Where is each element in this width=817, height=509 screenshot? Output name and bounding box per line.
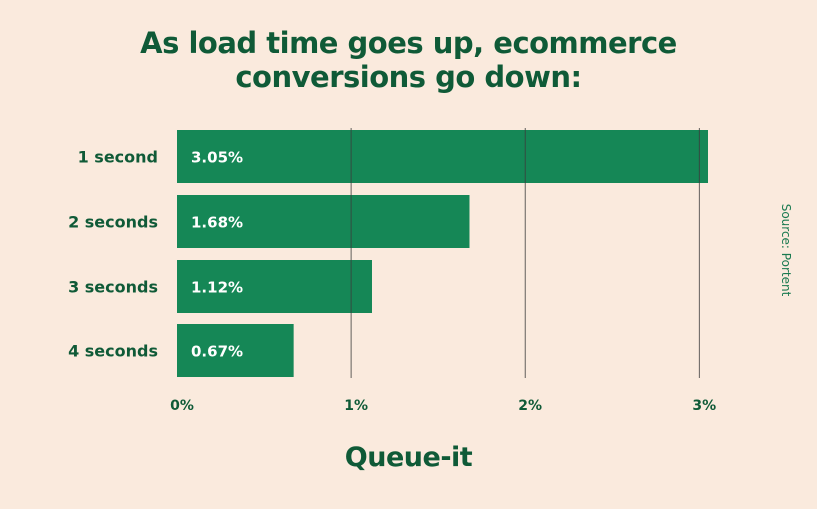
- category-label: 1 second: [78, 148, 158, 167]
- bar-value-label: 1.68%: [191, 214, 243, 232]
- bar-value-label: 0.67%: [191, 343, 243, 361]
- category-label: 4 seconds: [68, 342, 158, 361]
- bar-value-label: 3.05%: [191, 149, 243, 167]
- chart-title-line-1: As load time goes up, ecommerce: [140, 26, 677, 60]
- chart-title-line-2: conversions go down:: [235, 60, 582, 94]
- bar-value-label: 1.12%: [191, 279, 243, 297]
- queue-it-logo: Queue-it: [344, 442, 473, 473]
- bar-2-seconds: [177, 195, 470, 248]
- source-note: Source: Portent: [779, 203, 793, 297]
- bar-1-second: [177, 130, 708, 183]
- x-tick-label: 2%: [518, 398, 542, 414]
- x-tick-label: 3%: [692, 398, 716, 414]
- x-tick-label: 0%: [170, 398, 194, 414]
- category-label: 3 seconds: [68, 278, 158, 297]
- x-tick-label: 1%: [344, 398, 368, 414]
- bar-4-seconds: [177, 324, 294, 377]
- chart-title: As load time goes up, ecommerce conversi…: [0, 26, 817, 94]
- category-label: 2 seconds: [68, 213, 158, 232]
- bar-3-seconds: [177, 260, 372, 313]
